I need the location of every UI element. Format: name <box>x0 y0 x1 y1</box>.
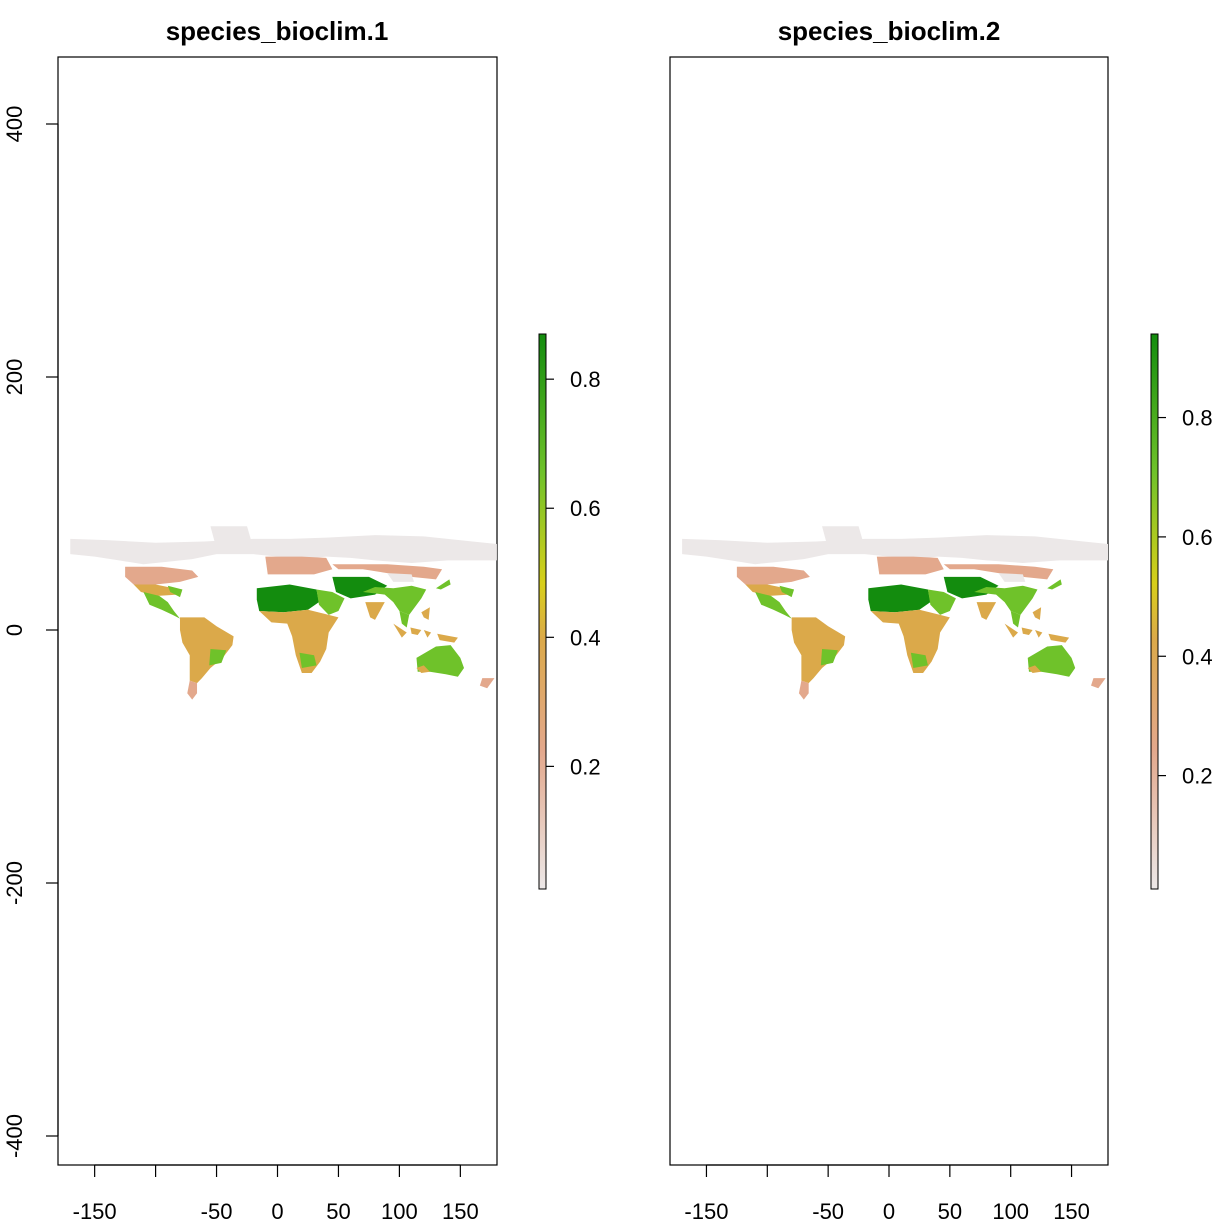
legend-tick-label: 0.8 <box>1182 406 1213 431</box>
x-tick-label: -50 <box>201 1199 233 1224</box>
panel-2-x-axis: -150 -50 0 50 100 150 <box>684 1164 1090 1224</box>
legend-tick-label: 0.8 <box>570 367 601 392</box>
x-tick-label: 50 <box>326 1199 350 1224</box>
legend-tick-label: 0.2 <box>1182 764 1213 789</box>
panel-1-legend-bar <box>538 333 547 890</box>
x-tick-label: 0 <box>883 1199 895 1224</box>
panel-1: species_bioclim.1 -400 -200 0 200 400 -150 -5… <box>2 16 601 1224</box>
x-tick-label: -150 <box>73 1199 117 1224</box>
legend-tick-label: 0.6 <box>1182 525 1213 550</box>
x-tick-label: 100 <box>992 1199 1029 1224</box>
panel-1-title: species_bioclim.1 <box>166 16 389 46</box>
x-tick-label: 0 <box>271 1199 283 1224</box>
legend-tick-label: 0.4 <box>570 625 601 650</box>
x-tick-label: 100 <box>381 1199 418 1224</box>
y-tick-label: 0 <box>2 624 27 636</box>
y-tick-label: 400 <box>2 106 27 143</box>
legend-tick-label: 0.2 <box>570 754 601 779</box>
x-tick-label: 150 <box>442 1199 479 1224</box>
panel-1-x-axis: -150 -50 0 50 100 150 <box>73 1164 479 1224</box>
panel-1-y-axis: -400 -200 0 200 400 <box>2 106 59 1158</box>
x-tick-label: 50 <box>938 1199 962 1224</box>
panel-2-legend-bar <box>1150 333 1159 890</box>
legend-tick-label: 0.4 <box>1182 644 1213 669</box>
x-tick-label: 150 <box>1053 1199 1090 1224</box>
x-tick-label: -50 <box>812 1199 844 1224</box>
legend-tick-label: 0.6 <box>570 496 601 521</box>
panel-1-color-legend: 0.2 0.4 0.6 0.8 <box>538 333 601 890</box>
panel-2: species_bioclim.2 -150 -50 0 50 100 150 0.20.… <box>669 16 1213 1224</box>
panel-2-title: species_bioclim.2 <box>778 16 1001 46</box>
y-tick-label: -400 <box>2 1114 27 1158</box>
y-tick-label: 200 <box>2 359 27 396</box>
x-tick-label: -150 <box>684 1199 728 1224</box>
panel-2-color-legend: 0.2 0.4 0.6 0.8 <box>1150 333 1213 890</box>
y-tick-label: -200 <box>2 861 27 905</box>
